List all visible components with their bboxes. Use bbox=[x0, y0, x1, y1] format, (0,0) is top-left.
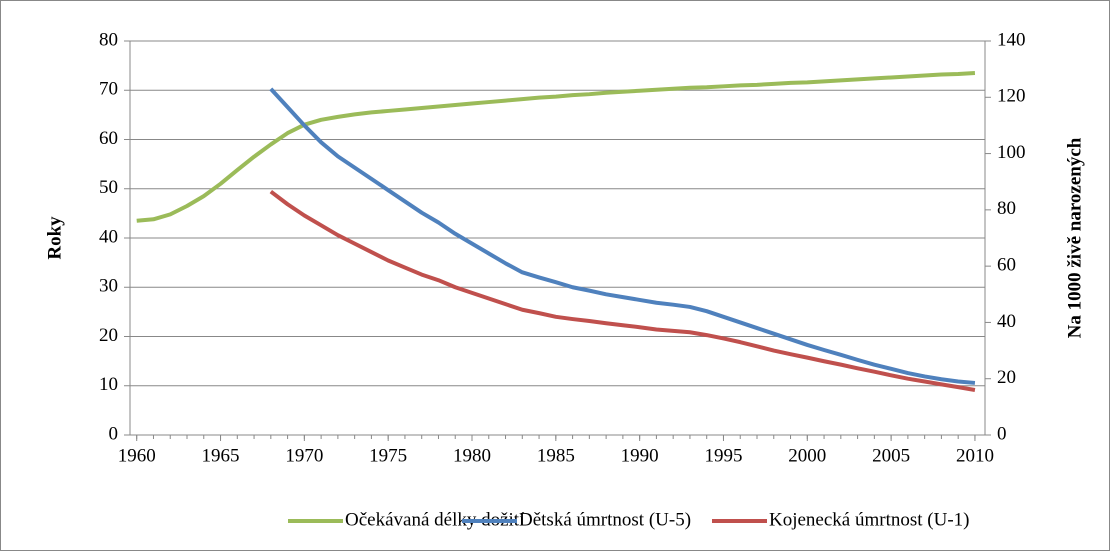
y-tick-label: 60 bbox=[99, 128, 118, 149]
y2-tick-label: 0 bbox=[997, 423, 1007, 444]
y-tick-label: 50 bbox=[99, 177, 118, 198]
series-line bbox=[269, 87, 976, 385]
y2-tick-label: 60 bbox=[997, 255, 1016, 276]
x-tick-label: 1960 bbox=[118, 445, 156, 466]
x-tick-label: 1990 bbox=[621, 445, 659, 466]
series-line bbox=[269, 189, 976, 392]
y-axis-title: Roky bbox=[44, 216, 65, 260]
x-tick-label: 2000 bbox=[788, 445, 826, 466]
y2-tick-label: 80 bbox=[997, 198, 1016, 219]
x-tick-label: 1970 bbox=[285, 445, 323, 466]
y-tick-label: 0 bbox=[109, 423, 119, 444]
x-tick-label: 2005 bbox=[872, 445, 910, 466]
y2-tick-label: 100 bbox=[997, 142, 1026, 163]
x-tick-label: 1980 bbox=[453, 445, 491, 466]
y-tick-label: 20 bbox=[99, 325, 118, 346]
y-tick-label: 40 bbox=[99, 226, 118, 247]
legend-label: Dětská úmrtnost (U-5) bbox=[519, 509, 691, 530]
y2-tick-label: 120 bbox=[997, 86, 1026, 107]
legend-label: Očekávaná délky dožití bbox=[345, 509, 525, 530]
x-tick-label: 1985 bbox=[537, 445, 575, 466]
x-tick-label: 1975 bbox=[369, 445, 407, 466]
x-tick-label: 1965 bbox=[202, 445, 240, 466]
y-tick-label: 30 bbox=[99, 276, 118, 297]
y-tick-label: 10 bbox=[99, 374, 118, 395]
x-tick-label: 2010 bbox=[956, 445, 994, 466]
series-line bbox=[136, 71, 976, 223]
y-tick-label: 80 bbox=[99, 29, 118, 50]
y-tick-label: 70 bbox=[99, 79, 118, 100]
y2-tick-label: 20 bbox=[997, 367, 1016, 388]
y2-axis-title: Na 1000 živě narozených bbox=[1064, 137, 1085, 338]
legend-label: Kojenecká úmrtnost (U-1) bbox=[769, 509, 970, 530]
x-tick-label: 1995 bbox=[704, 445, 742, 466]
y2-tick-label: 40 bbox=[997, 311, 1016, 332]
y2-tick-label: 140 bbox=[997, 29, 1026, 50]
